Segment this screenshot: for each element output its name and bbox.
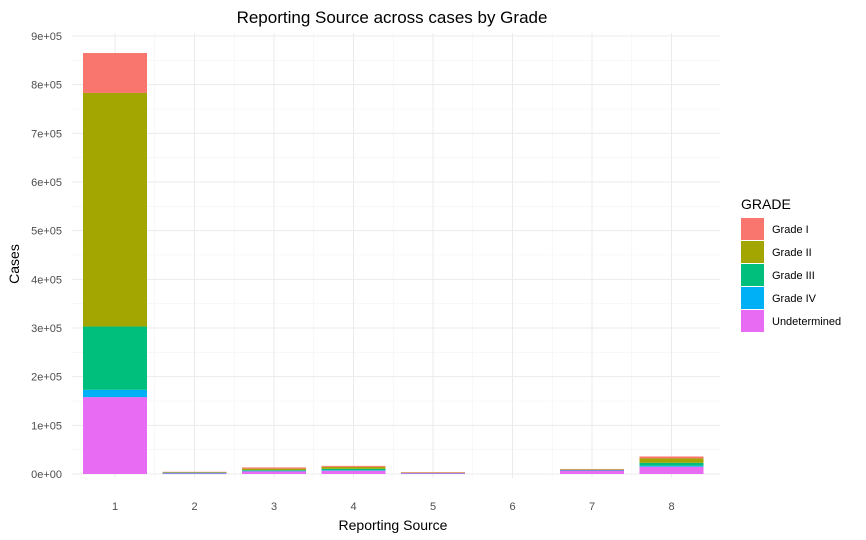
y-tick-label: 8e+05: [31, 80, 62, 92]
x-tick-label: 3: [271, 501, 277, 513]
bar-segment: [321, 466, 386, 469]
bar-segment: [560, 470, 624, 474]
bar-segment: [83, 397, 147, 474]
legend-swatch: [741, 241, 764, 263]
bar-segment: [639, 462, 704, 466]
bar-segment: [242, 470, 306, 471]
y-tick-label: 6e+05: [31, 177, 62, 189]
legend-label: Grade II: [772, 247, 812, 259]
bar-segment: [83, 53, 147, 93]
bar-segment: [242, 467, 306, 469]
y-tick-label: 7e+05: [31, 128, 62, 140]
legend-label: Undetermined: [772, 316, 841, 328]
bars: [83, 53, 704, 474]
legend-title: GRADE: [741, 196, 791, 212]
bar-segment: [321, 465, 386, 467]
chart-title: Reporting Source across cases by Grade: [237, 8, 548, 27]
bar-segment: [639, 465, 704, 467]
bar-segment: [83, 389, 147, 398]
bar-segment: [639, 458, 704, 463]
bar-segment: [560, 469, 624, 470]
x-tick-label: 5: [430, 501, 436, 513]
y-tick-label: 9e+05: [31, 31, 62, 43]
bar-segment: [242, 471, 306, 474]
legend-label: Grade I: [772, 224, 809, 236]
x-tick-label: 2: [191, 501, 197, 513]
bar-segment: [242, 468, 306, 471]
legend-swatch: [741, 264, 764, 286]
y-axis-ticks: 0e+00 1e+05 2e+05 3e+05 4e+05 5e+05 6e+05 7e+05…: [31, 31, 62, 481]
y-axis-title: Cases: [6, 244, 22, 284]
bar-segment: [162, 473, 227, 474]
bar-segment: [83, 92, 147, 327]
legend-label: Grade IV: [772, 293, 817, 305]
x-tick-label: 8: [668, 501, 674, 513]
legend-swatch: [741, 287, 764, 309]
x-tick-label: 1: [112, 501, 118, 513]
bar-segment: [83, 326, 147, 390]
x-axis-title: Reporting Source: [339, 517, 448, 533]
y-tick-label: 5e+05: [31, 226, 62, 238]
grid-lines: [72, 33, 720, 478]
x-axis-ticks: 1 2 3 4 5 6 7 8: [112, 501, 675, 513]
legend-swatch: [741, 218, 764, 240]
y-tick-label: 4e+05: [31, 274, 62, 286]
x-tick-label: 4: [350, 501, 356, 513]
x-tick-label: 6: [509, 501, 515, 513]
bar-segment: [321, 470, 386, 474]
legend-swatch: [741, 310, 764, 332]
y-tick-label: 1e+05: [31, 420, 62, 432]
bar-segment: [321, 468, 386, 471]
y-tick-label: 3e+05: [31, 323, 62, 335]
bar-segment: [401, 472, 465, 473]
bar-segment: [242, 470, 306, 472]
bar-segment: [560, 469, 624, 471]
bar-segment: [401, 472, 465, 474]
x-tick-label: 7: [589, 501, 595, 513]
bar-segment: [639, 466, 704, 474]
bar-segment: [162, 472, 227, 474]
legend: GRADE Grade I Grade II Grade III Grade IV Un…: [741, 196, 841, 332]
bar-segment: [639, 456, 704, 459]
y-tick-label: 2e+05: [31, 372, 62, 384]
bar-segment: [321, 470, 386, 471]
y-tick-label: 0e+00: [31, 469, 62, 481]
legend-label: Grade III: [772, 270, 815, 282]
bar-segment: [162, 472, 227, 473]
bar-segment: [162, 471, 227, 473]
